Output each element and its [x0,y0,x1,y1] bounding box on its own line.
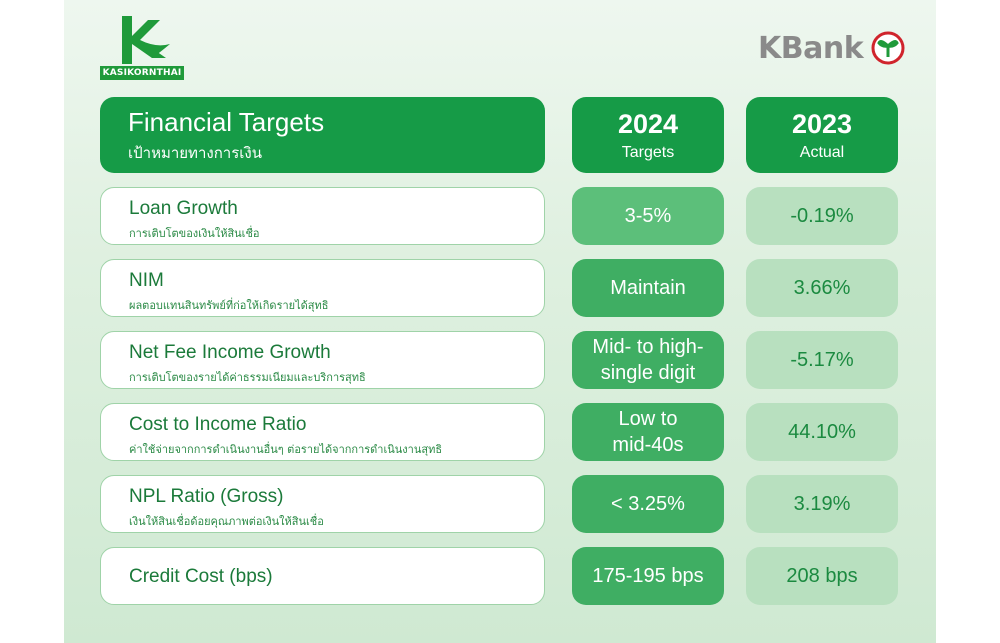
metric-sublabel: ผลตอบแทนสินทรัพย์ที่ก่อให้เกิดรายได้สุทธ… [129,299,329,312]
target-line-1: Low to [618,408,678,430]
metric-sublabel: ค่าใช้จ่ายจากการดำเนินงานอื่นๆ ต่อรายได้… [129,443,443,456]
target-credit-cost: 175-195 bps [572,547,724,605]
actual-npl-ratio: 3.19% [746,475,898,533]
actual-cost-to-income: 44.10% [746,403,898,461]
page-subtitle: เป้าหมายทางการเงิน [128,144,262,162]
targets-label: Targets [621,144,675,161]
kbank-emblem-icon [871,31,905,65]
row-label-net-fee-income-growth: Net Fee Income Growth การเติบโตของรายได้… [100,331,545,389]
row-label-cost-to-income: Cost to Income Ratio ค่าใช้จ่ายจากการดำเ… [100,403,545,461]
row-label-loan-growth: Loan Growth การเติบโตของเงินให้สินเชื่อ [100,187,545,245]
metric-label: NIM [129,270,164,291]
metric-label: NPL Ratio (Gross) [129,486,284,507]
target-npl-ratio: < 3.25% [572,475,724,533]
page-title: Financial Targets [128,107,325,137]
actual-credit-cost: 208 bps [746,547,898,605]
row-label-credit-cost: Credit Cost (bps) [100,547,545,605]
actual-label: Actual [799,144,845,161]
metric-label: Cost to Income Ratio [129,414,307,435]
kbank-wordmark: KBank [758,30,864,66]
header-2023-actual: 2023 Actual [746,97,898,173]
k-leaf-icon [122,16,170,64]
kasikornthai-wordmark: KASIKORNTHAI [100,66,184,80]
target-cost-to-income: Low to mid-40s [572,403,724,461]
target-line-1: Mid- to high- [592,336,704,358]
actual-nim: 3.66% [746,259,898,317]
row-label-nim: NIM ผลตอบแทนสินทรัพย์ที่ก่อให้เกิดรายได้… [100,259,545,317]
metric-label: Loan Growth [129,198,238,219]
target-line-2: mid-40s [612,434,684,456]
header-financial-targets: Financial Targets เป้าหมายทางการเงิน [100,97,545,173]
target-line-2: single digit [600,362,696,384]
metric-sublabel: การเติบโตของเงินให้สินเชื่อ [129,227,260,240]
year-2023: 2023 [791,109,853,139]
actual-loan-growth: -0.19% [746,187,898,245]
metric-label: Credit Cost (bps) [129,566,273,587]
target-nim: Maintain [572,259,724,317]
target-loan-growth: 3-5% [572,187,724,245]
metric-sublabel: เงินให้สินเชื่อด้อยคุณภาพต่อเงินให้สินเช… [129,515,324,528]
row-label-npl-ratio: NPL Ratio (Gross) เงินให้สินเชื่อด้อยคุณ… [100,475,545,533]
kbank-logo: KBank [758,28,905,68]
year-2024: 2024 [617,109,679,139]
target-net-fee-income-growth: Mid- to high- single digit [572,331,724,389]
metric-label: Net Fee Income Growth [129,342,331,363]
actual-net-fee-income-growth: -5.17% [746,331,898,389]
header-2024-targets: 2024 Targets [572,97,724,173]
kasikornthai-logo: KASIKORNTHAI [100,14,186,80]
metric-sublabel: การเติบโตของรายได้ค่าธรรมเนียมและบริการส… [129,371,366,384]
